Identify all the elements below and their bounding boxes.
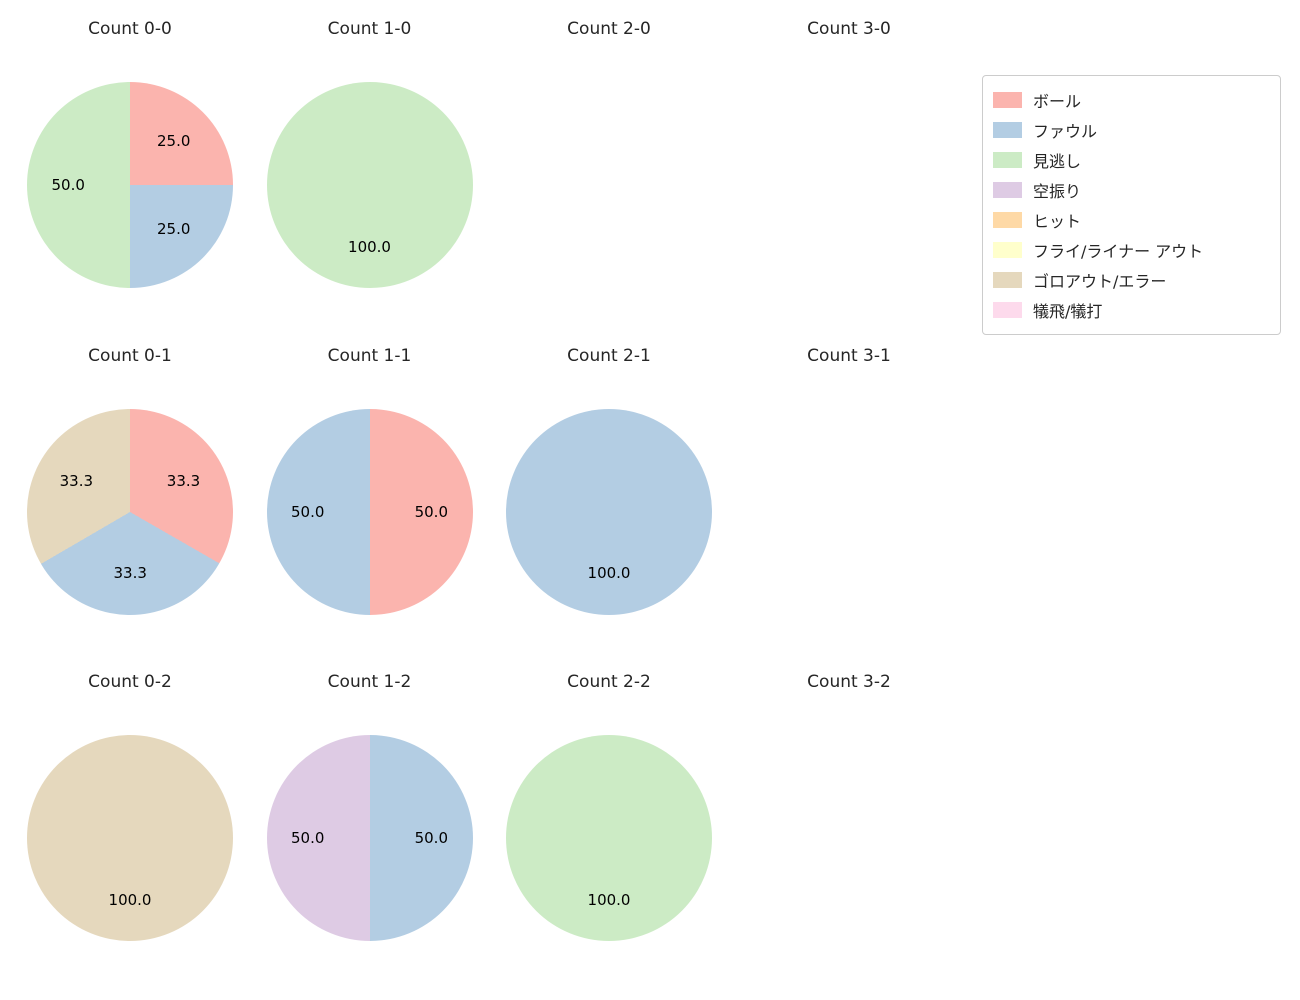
pie-chart: 25.0 25.0 50.0 [27, 82, 233, 288]
pie-cell: Count 1-0 100.0 [250, 18, 490, 288]
pie-cell: Count 3-2 [729, 671, 969, 693]
pie-cell: Count 3-0 [729, 18, 969, 40]
pie-cell: Count 1-2 50.0 50.0 [250, 671, 490, 941]
pie-chart: 50.0 50.0 [266, 408, 473, 615]
pie-slice-label: 100.0 [587, 890, 631, 909]
pie-slice-label: 33.3 [166, 471, 201, 490]
legend-item-label: 犠飛/犠打 [1033, 302, 1103, 321]
chart-title: Count 3-1 [807, 345, 891, 366]
legend-item-label: ヒット [1033, 212, 1082, 231]
pie-chart: 50.0 50.0 [266, 735, 473, 941]
pie-slice-label: 25.0 [156, 219, 191, 238]
legend-item: ゴロアウト/エラー [993, 265, 1270, 295]
pie-slice-label: 33.3 [113, 564, 147, 583]
legend-item: ボール [993, 85, 1270, 115]
legend-item: ファウル [993, 115, 1270, 145]
pie-cell: Count 2-2 100.0 [489, 671, 729, 941]
pie-cell: Count 1-1 50.0 50.0 [250, 345, 490, 615]
pie-cell: Count 2-1 100.0 [489, 345, 729, 615]
legend-item-label: 空振り [1033, 182, 1082, 201]
pie-slice-label: 50.0 [414, 829, 448, 847]
legend-color-patch [993, 182, 1022, 198]
legend-color-patch [993, 122, 1022, 138]
pie-cell: Count 0-2 100.0 [10, 671, 250, 941]
legend-color-patch [993, 242, 1022, 258]
legend-item-label: ゴロアウト/エラー [1033, 272, 1167, 291]
chart-title: Count 1-0 [327, 19, 412, 39]
chart-title: Count 1-1 [327, 345, 412, 366]
chart-title: Count 2-1 [567, 345, 651, 366]
chart-title: Count 0-2 [88, 672, 172, 692]
pie-cell: Count 0-0 25.0 25.0 50.0 [10, 18, 250, 288]
chart-title: Count 2-2 [567, 672, 651, 692]
pie-cell: Count 0-1 33.3 33.3 33.3 [10, 345, 250, 615]
pie-slice-label: 50.0 [51, 176, 85, 194]
legend-color-patch [993, 212, 1022, 228]
chart-title: Count 3-2 [807, 672, 891, 692]
legend-color-patch [993, 302, 1022, 318]
pie-slice-label: 100.0 [587, 564, 631, 583]
legend-item: 空振り [993, 175, 1270, 205]
chart-title: Count 0-0 [88, 19, 172, 39]
legend-item: ヒット [993, 205, 1270, 235]
pie-slice-label: 33.3 [59, 471, 94, 490]
legend: ボールファウル見逃し空振りヒットフライ/ライナー アウト ゴロアウト/エラー 犠飛/… [982, 75, 1281, 335]
pie-slice-label: 50.0 [414, 502, 448, 521]
chart-title: Count 0-1 [88, 345, 172, 366]
legend-item-label: 見逃し [1033, 152, 1082, 171]
pie-chart: 100.0 [506, 735, 712, 941]
pie-cell: Count 2-0 [489, 18, 729, 40]
legend-item-label: ボール [1033, 92, 1082, 111]
pie-chart: 100.0 [266, 82, 473, 288]
pie-chart: 100.0 [27, 735, 233, 941]
legend-item: フライ/ライナー アウト [993, 235, 1270, 265]
pie-slice-label: 50.0 [290, 502, 325, 521]
pie-slice-label: 100.0 [108, 890, 152, 909]
legend-item-label: ファウル [1033, 122, 1098, 141]
pie-cell: Count 3-1 [729, 345, 969, 367]
pie-slice-label: 50.0 [290, 829, 325, 847]
pie-chart: 33.3 33.3 33.3 [27, 408, 233, 615]
pie-chart: 100.0 [506, 408, 712, 615]
pie-slice-label: 100.0 [348, 237, 391, 256]
legend-item-label: フライ/ライナー アウト [1033, 242, 1204, 261]
legend-color-patch [993, 152, 1022, 168]
chart-title: Count 3-0 [807, 19, 891, 39]
pie-slice-label: 25.0 [156, 132, 191, 151]
legend-color-patch [993, 92, 1022, 108]
chart-title: Count 1-2 [327, 672, 412, 692]
legend-item: 犠飛/犠打 [993, 295, 1270, 325]
chart-title: Count 2-0 [567, 19, 651, 39]
legend-color-patch [993, 272, 1022, 288]
legend-item: 見逃し [993, 145, 1270, 175]
